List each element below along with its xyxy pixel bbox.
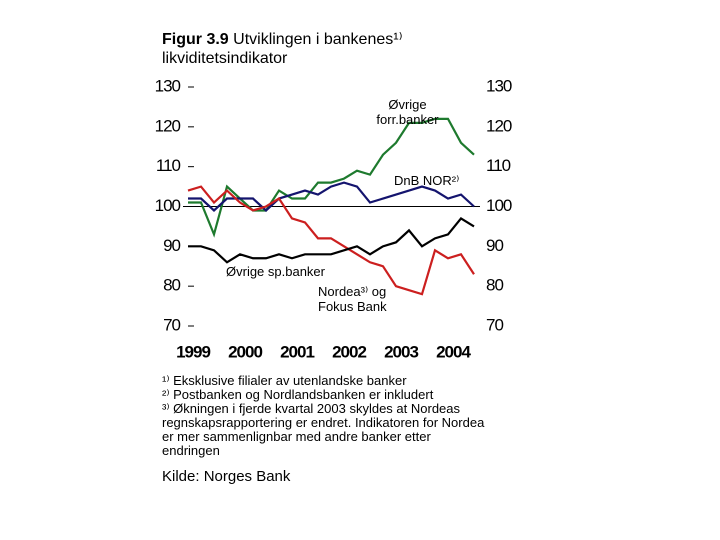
x-tick-label: 2004 — [436, 342, 471, 361]
footnote: ²⁾ Postbanken og Nordlandsbanken er inkl… — [162, 387, 434, 402]
title-block: Figur 3.9 Utviklingen i bankenes¹⁾ likvi… — [162, 30, 452, 68]
x-tick-label: 1999 — [176, 342, 210, 361]
chart-title: Utviklingen i bankenes¹⁾ likviditetsindi… — [162, 31, 403, 67]
y-tick-label: 110 — [156, 156, 181, 175]
y2-tick-label: 70 — [486, 315, 503, 334]
footnote: ¹⁾ Eksklusive filialer av utenlandske ba… — [162, 373, 407, 388]
x-tick-label: 2002 — [332, 342, 366, 361]
y2-tick-label: 120 — [486, 116, 512, 135]
y2-tick-label: 130 — [486, 76, 512, 95]
source: Kilde: Norges Bank — [162, 468, 291, 485]
y-tick-label: 130 — [155, 76, 181, 95]
footnote: ³⁾ Økningen i fjerde kvartal 2003 skylde… — [162, 401, 485, 458]
y2-tick-label: 100 — [486, 196, 512, 215]
y2-tick-label: 80 — [486, 276, 503, 295]
y2-tick-label: 110 — [486, 156, 511, 175]
series-line — [188, 117, 475, 238]
title-label: Figur 3.9 — [162, 31, 229, 48]
series-label: DnB NOR²⁾ — [394, 173, 460, 188]
y-tick-label: 90 — [163, 236, 180, 255]
series-label: Øvrige forr.banker — [376, 97, 439, 127]
notes: ¹⁾ Eksklusive filialer av utenlandske ba… — [162, 374, 492, 458]
y-tick-label: 70 — [163, 315, 180, 334]
y2-tick-label: 90 — [486, 236, 503, 255]
series-line — [188, 217, 475, 264]
series-label: Øvrige sp.banker — [226, 264, 325, 279]
x-tick-label: 2003 — [384, 342, 418, 361]
series-line — [187, 185, 475, 296]
x-tick-label: 2000 — [228, 342, 262, 361]
y-tick-label: 120 — [155, 116, 181, 135]
x-tick-label: 2001 — [280, 342, 314, 361]
y-tick-label: 100 — [155, 196, 181, 215]
y-tick-label: 80 — [163, 276, 180, 295]
series-label: Nordea³⁾ og Fokus Bank — [318, 284, 387, 314]
